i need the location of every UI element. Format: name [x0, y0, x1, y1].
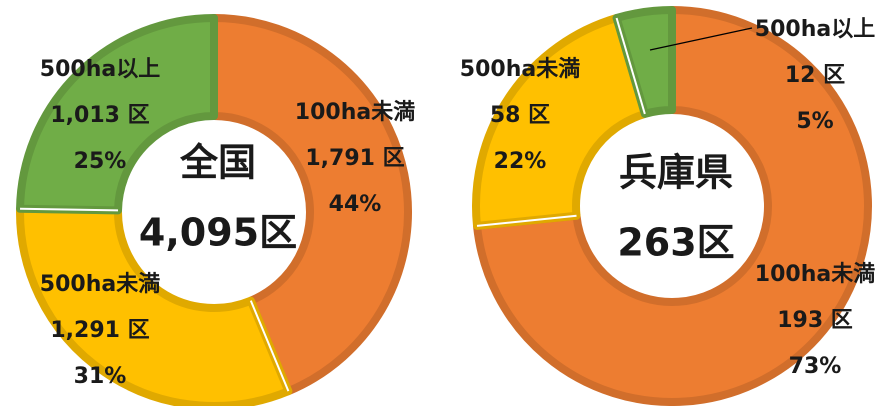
percent-label: 5% [796, 109, 833, 134]
category-label: 500ha未満 [40, 271, 160, 297]
donut-slice [612, 6, 676, 118]
value-label: 193 区 [777, 308, 853, 333]
category-label: 500ha以上 [40, 57, 160, 82]
slice-border [476, 214, 577, 227]
chart-title: 全国 [179, 141, 256, 185]
value-label: 1,791 区 [305, 146, 404, 171]
center-label: 4,095区 [139, 211, 297, 255]
donut-slice [16, 204, 293, 406]
value-label: 12 区 [785, 63, 845, 88]
center-label: 263区 [617, 221, 734, 265]
chart-title: 兵庫県 [619, 151, 733, 195]
leader-line [649, 27, 753, 51]
percent-label: 73% [789, 354, 842, 379]
percent-label: 44% [329, 192, 382, 217]
value-label: 1,013 区 [50, 103, 149, 128]
donut-slice [210, 14, 412, 396]
percent-label: 25% [74, 149, 127, 174]
slice-border [249, 300, 290, 392]
donut-slice [472, 13, 649, 230]
percent-label: 22% [494, 149, 547, 174]
category-label: 100ha未満 [295, 99, 415, 125]
category-label: 500ha未満 [460, 56, 580, 82]
slice-border [615, 17, 646, 115]
value-label: 58 区 [490, 103, 550, 128]
category-label: 100ha未満 [755, 261, 875, 287]
donut-slice [16, 14, 218, 215]
donut-slice [473, 6, 872, 406]
slice-border [20, 207, 119, 212]
percent-label: 31% [74, 364, 127, 389]
category-label: 500ha以上 [755, 17, 875, 42]
value-label: 1,291 区 [50, 318, 149, 343]
